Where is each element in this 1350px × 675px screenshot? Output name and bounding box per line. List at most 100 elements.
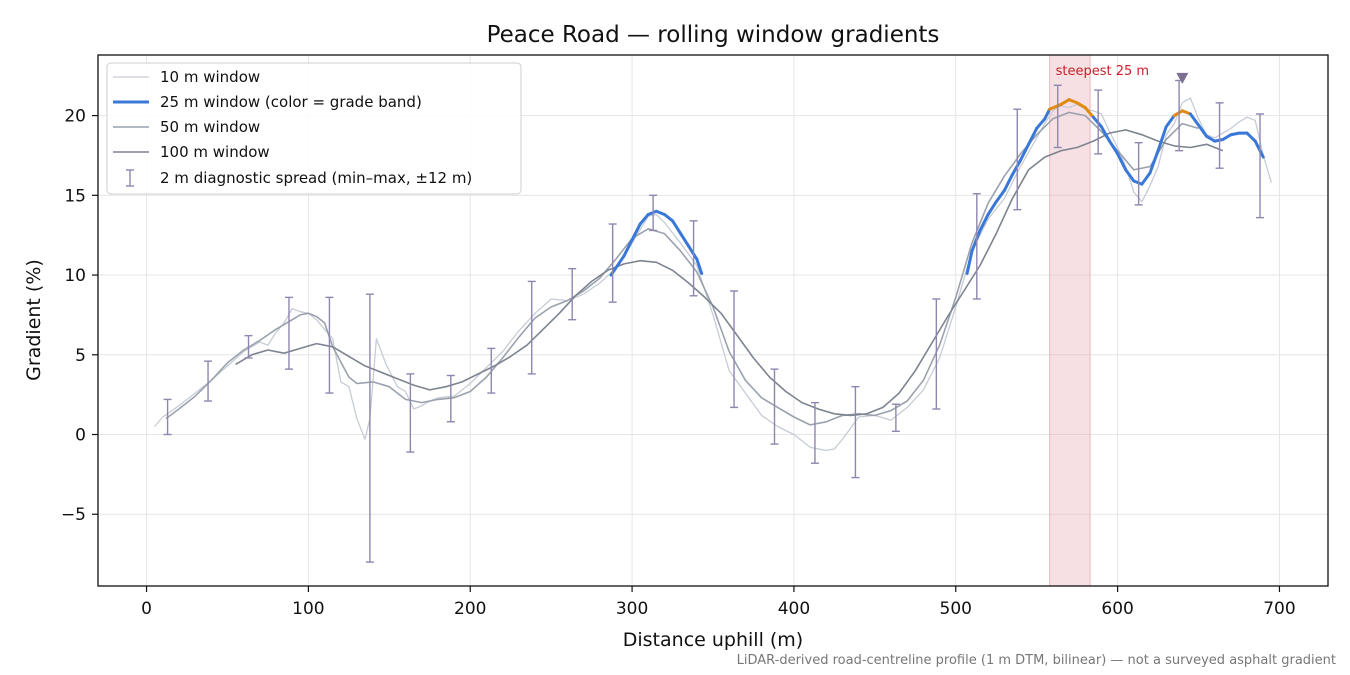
chart-title: Peace Road — rolling window gradients <box>487 22 940 48</box>
series-line-25m-segment <box>1156 125 1168 153</box>
legend-box <box>106 62 522 195</box>
series-line-25m-segment <box>1188 112 1201 127</box>
series-line-25m-segment <box>1221 133 1233 142</box>
y-tick-label: 0 <box>75 426 86 446</box>
series-line-25m-segment <box>1140 171 1152 186</box>
footnote: LiDAR-derived road-centreline profile (1… <box>737 653 1336 668</box>
spread-error-bar <box>446 374 455 423</box>
series-line-25m-segment <box>1245 131 1257 143</box>
series-line-25m-segment <box>1099 125 1112 143</box>
x-tick-label: 300 <box>616 599 648 619</box>
steepest-band-rect <box>1049 54 1091 587</box>
series-lines <box>154 97 1273 452</box>
y-axis-label: Gradient (%) <box>23 259 45 381</box>
x-tick-label: 400 <box>778 599 810 619</box>
spread-error-bar <box>365 293 374 563</box>
spread-error-bar <box>810 401 819 464</box>
series-line-25m-segment <box>1010 158 1022 177</box>
x-tick-label: 200 <box>454 599 486 619</box>
spread-error-bar <box>284 296 293 370</box>
annotations <box>1176 72 1189 84</box>
spread-error-bar <box>891 403 900 433</box>
series-line-25m-segment <box>1059 98 1071 106</box>
spread-error-bar <box>325 296 334 394</box>
series-line <box>154 97 1273 452</box>
x-tick-label: 100 <box>292 599 324 619</box>
x-axis-label: Distance uphill (m) <box>623 629 803 651</box>
spread-error-bar <box>568 267 577 321</box>
steepest-band-label: steepest 25 m <box>1056 64 1149 79</box>
y-tick-label: 5 <box>75 346 86 366</box>
y-tick-label: −5 <box>61 505 86 525</box>
series-line-25m-segment <box>1083 106 1095 119</box>
spread-error-bar <box>972 193 981 300</box>
spread-error-bar <box>730 290 739 409</box>
spread-error-bar <box>406 373 415 453</box>
series-line-25m-segment <box>986 200 998 216</box>
spread-error-bar <box>649 194 658 232</box>
series-line-25m-segment <box>638 212 650 226</box>
series-line-25m-segment <box>622 238 634 258</box>
series-line-25m-segment <box>695 257 704 275</box>
spread-error-bar <box>608 223 617 303</box>
steepest-band: steepest 25 m <box>1049 54 1149 587</box>
series-line-25m-segment <box>630 222 642 242</box>
spread-error-bar <box>244 334 253 359</box>
series-line-25m-segment <box>1164 114 1176 129</box>
series-line-25m-segment <box>1019 142 1031 162</box>
plot-frame <box>97 54 1329 587</box>
legend-label: 25 m window (color = grade band) <box>160 93 422 111</box>
x-tick-label: 500 <box>940 599 972 619</box>
spread-error-bar <box>204 360 213 402</box>
legend: 10 m window 25 m window (color = grade ba… <box>106 62 522 195</box>
y-axis-ticks: −5 0 5 10 15 20 <box>61 107 98 525</box>
series-line-25m-segment <box>679 232 691 248</box>
series-line-25m-segment <box>1027 126 1039 146</box>
series-line-25m-segment <box>1035 117 1047 130</box>
series-line-25m-segment <box>1148 149 1160 175</box>
series-line-25m-segment <box>1205 134 1217 143</box>
series-line-25m-segment <box>994 189 1006 204</box>
peak-marker <box>1176 72 1189 84</box>
x-tick-label: 700 <box>1263 599 1295 619</box>
series-line <box>235 129 1224 417</box>
spread-error-bar <box>487 347 496 394</box>
spread-error-bar <box>1215 102 1224 169</box>
series-line-25m-segment <box>687 244 699 261</box>
y-tick-label: 10 <box>64 266 86 286</box>
series-line-25m-segment <box>1172 109 1184 118</box>
series-line-25m-segment <box>671 219 683 236</box>
series-line-25m-segment <box>1043 107 1052 121</box>
x-tick-label: 0 <box>141 599 152 619</box>
series-line-25m-segment <box>970 228 982 253</box>
spread-error-bar <box>689 220 698 297</box>
legend-label: 100 m window <box>160 143 270 161</box>
x-axis-ticks: 0 100 200 300 400 500 600 700 <box>141 586 1296 619</box>
spread-error-bars <box>163 79 1265 563</box>
y-tick-label: 15 <box>64 186 86 206</box>
series-line-25m-segment <box>1253 139 1265 159</box>
series-line-25m-segment <box>1108 139 1120 156</box>
spread-error-bar <box>1053 84 1062 149</box>
spread-error-bar <box>527 280 536 375</box>
legend-label: 10 m window <box>160 68 260 86</box>
series-line-25m-segment <box>1002 173 1014 193</box>
spread-error-bar <box>1256 113 1265 219</box>
spread-error-bar <box>1094 89 1103 155</box>
series-line-25m-segment <box>1048 102 1063 111</box>
spread-error-bar <box>163 398 172 436</box>
legend-label: 2 m diagnostic spread (min–max, ±12 m) <box>160 169 472 187</box>
series-line-25m-segment <box>965 249 974 275</box>
legend-label: 50 m window <box>160 118 260 136</box>
y-tick-label: 20 <box>64 107 86 127</box>
series-line-25m-segment <box>1091 115 1103 129</box>
series-line-25m-segment <box>662 212 675 223</box>
series-line-25m-segment <box>1116 152 1128 172</box>
series-line-25m-segment <box>1124 168 1136 183</box>
series-line-25m-segment <box>1075 101 1087 110</box>
series-line-25m-segment <box>1197 123 1209 138</box>
spread-error-bar <box>770 368 779 445</box>
spread-error-bar <box>1134 142 1143 206</box>
series-line-25m-segment <box>978 212 990 232</box>
